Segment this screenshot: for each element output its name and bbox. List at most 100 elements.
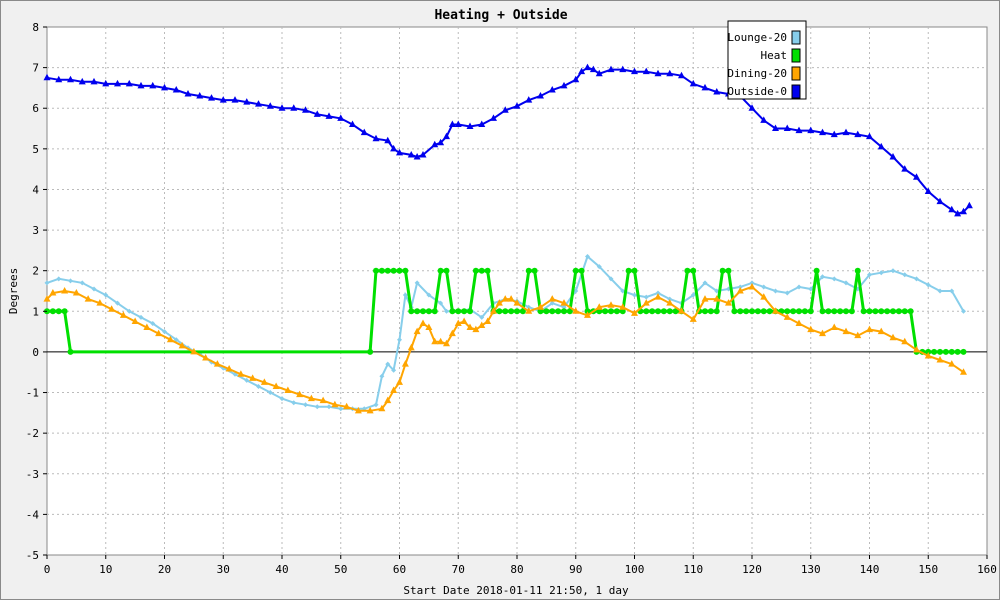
data-point xyxy=(602,308,609,315)
y-tick-label: 3 xyxy=(32,224,39,237)
data-point xyxy=(478,321,486,329)
data-point xyxy=(772,124,779,132)
data-point xyxy=(754,308,761,315)
data-point xyxy=(166,335,174,343)
data-point xyxy=(396,378,403,385)
data-point xyxy=(625,267,632,274)
data-point xyxy=(902,272,908,278)
data-point xyxy=(613,308,620,315)
y-tick-label: -1 xyxy=(26,387,39,400)
data-point xyxy=(91,286,97,292)
y-tick-label: -2 xyxy=(26,427,39,440)
data-point xyxy=(689,315,697,322)
data-point xyxy=(354,406,362,414)
data-point xyxy=(895,308,902,315)
data-point xyxy=(713,295,721,302)
data-point xyxy=(244,377,250,383)
data-point xyxy=(689,79,697,87)
data-point xyxy=(948,205,956,213)
data-point xyxy=(807,126,815,134)
data-point xyxy=(531,267,538,274)
data-point xyxy=(296,390,304,398)
data-point xyxy=(866,132,873,140)
data-point xyxy=(454,319,462,326)
data-point xyxy=(749,280,755,286)
data-point xyxy=(331,400,339,408)
data-point xyxy=(267,390,273,396)
legend-label: Lounge-20 xyxy=(727,31,787,44)
data-point xyxy=(379,373,385,379)
data-point xyxy=(725,267,732,274)
data-point xyxy=(713,87,721,95)
data-point xyxy=(631,67,638,75)
data-point xyxy=(162,329,167,335)
data-point xyxy=(848,308,855,315)
data-point xyxy=(783,124,791,132)
data-point xyxy=(619,303,627,310)
data-point xyxy=(384,396,392,404)
x-tick-label: 130 xyxy=(801,563,821,576)
data-point xyxy=(349,120,356,127)
data-point xyxy=(837,308,844,315)
data-point xyxy=(256,383,261,389)
data-point xyxy=(760,116,768,123)
data-point xyxy=(184,90,192,97)
legend-swatch xyxy=(791,66,801,81)
data-point xyxy=(954,348,961,355)
y-tick-label: 8 xyxy=(32,21,39,34)
x-tick-label: 10 xyxy=(99,563,112,576)
data-point xyxy=(502,308,509,315)
data-point xyxy=(96,299,104,306)
data-point xyxy=(666,308,673,315)
x-tick-label: 110 xyxy=(683,563,703,576)
data-point xyxy=(479,314,485,320)
data-point xyxy=(660,308,667,315)
data-point xyxy=(842,327,850,335)
data-point xyxy=(402,267,409,274)
data-point xyxy=(284,386,292,394)
data-point xyxy=(649,308,656,315)
data-point xyxy=(119,311,127,318)
y-tick-label: 0 xyxy=(32,346,39,359)
data-point xyxy=(266,102,274,109)
data-point xyxy=(437,337,445,345)
data-point xyxy=(795,126,803,134)
data-point xyxy=(924,351,932,359)
data-point xyxy=(820,274,825,280)
data-point xyxy=(84,295,92,302)
data-point xyxy=(596,264,602,270)
data-point xyxy=(784,290,790,296)
data-point xyxy=(596,308,603,315)
data-point xyxy=(378,267,385,274)
data-point xyxy=(79,280,85,286)
data-point xyxy=(514,308,520,315)
data-point xyxy=(831,308,838,315)
data-point xyxy=(437,138,445,146)
data-point xyxy=(478,267,485,274)
data-point xyxy=(43,73,51,81)
data-point xyxy=(719,267,726,274)
data-point xyxy=(490,307,497,314)
data-point xyxy=(690,267,697,274)
data-point xyxy=(854,331,862,339)
y-tick-label: 6 xyxy=(32,102,39,115)
y-tick-label: 7 xyxy=(32,62,39,75)
data-point xyxy=(426,292,432,298)
data-point xyxy=(401,360,409,367)
data-point xyxy=(525,267,532,274)
data-point xyxy=(314,404,320,410)
data-point xyxy=(807,308,814,315)
data-point xyxy=(942,348,949,355)
data-point xyxy=(549,300,555,306)
data-point xyxy=(325,112,333,119)
x-tick-label: 50 xyxy=(334,563,347,576)
data-point xyxy=(878,308,885,315)
data-point xyxy=(290,104,298,111)
data-point xyxy=(537,303,544,310)
data-point xyxy=(872,308,879,315)
data-point xyxy=(560,81,568,89)
data-point xyxy=(513,102,521,109)
data-point xyxy=(526,304,532,310)
data-point xyxy=(61,287,69,294)
data-point xyxy=(819,308,826,315)
